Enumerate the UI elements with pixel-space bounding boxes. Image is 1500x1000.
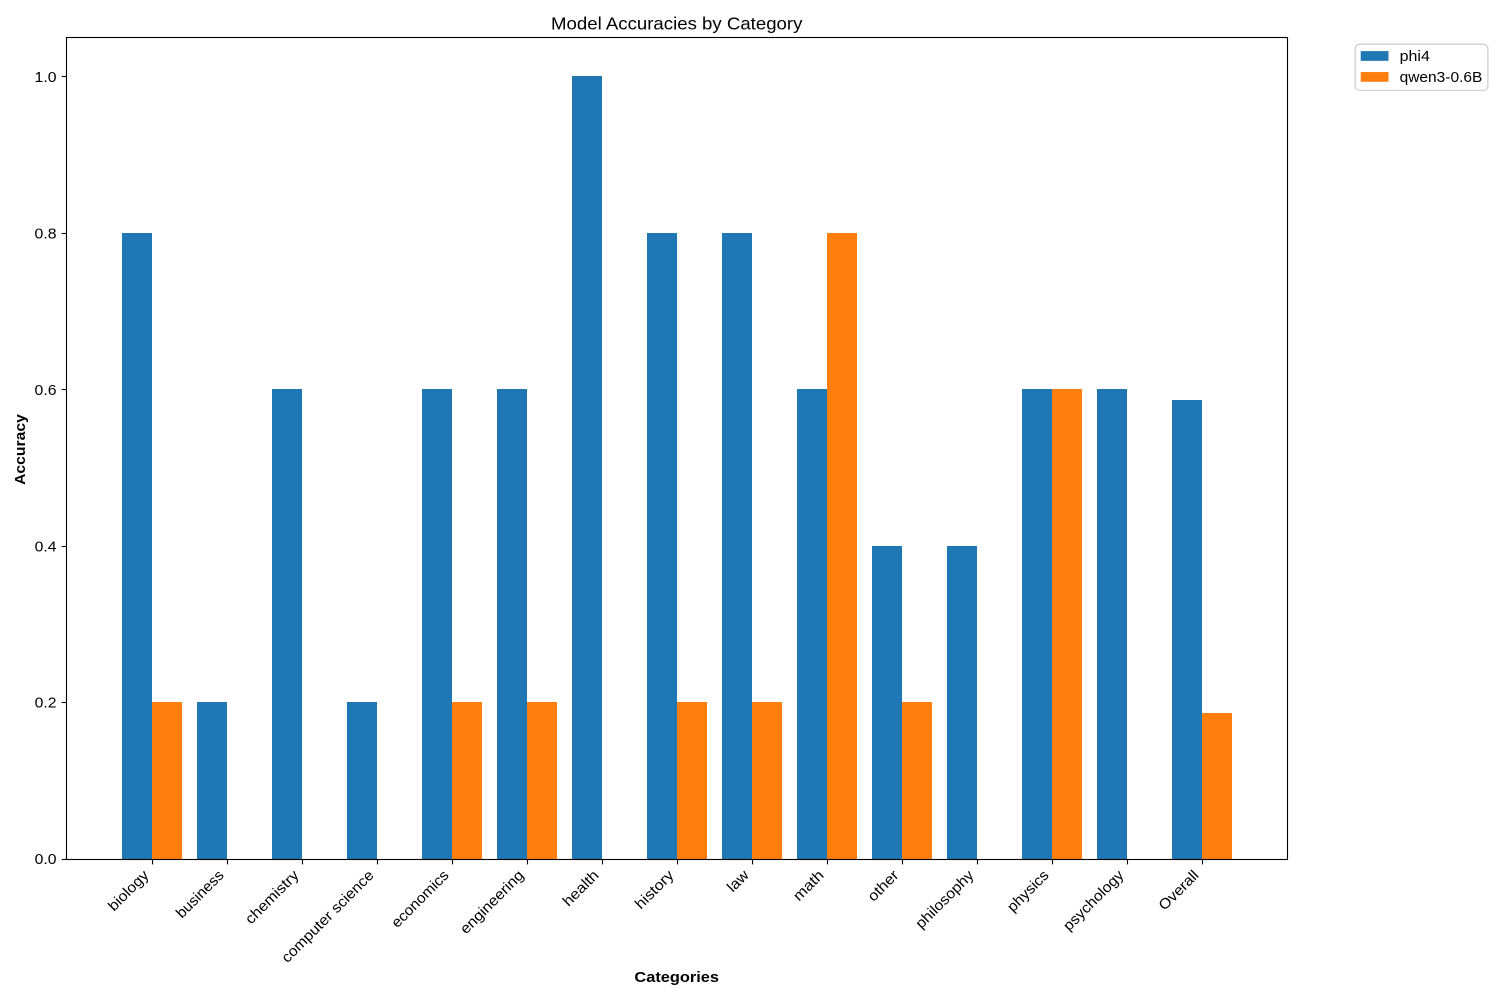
svg-text:phi4: phi4 xyxy=(1400,49,1430,65)
svg-text:0.2: 0.2 xyxy=(35,696,57,712)
svg-text:Model Accuracies by Category: Model Accuracies by Category xyxy=(551,13,803,33)
svg-text:1.0: 1.0 xyxy=(35,70,57,86)
svg-text:Categories: Categories xyxy=(634,970,719,986)
svg-text:0.4: 0.4 xyxy=(35,539,57,555)
svg-text:Accuracy: Accuracy xyxy=(13,413,29,485)
svg-text:0.0: 0.0 xyxy=(35,852,57,868)
svg-text:0.8: 0.8 xyxy=(35,226,57,242)
svg-text:qwen3-0.6B: qwen3-0.6B xyxy=(1400,70,1483,86)
svg-text:0.6: 0.6 xyxy=(35,383,57,399)
